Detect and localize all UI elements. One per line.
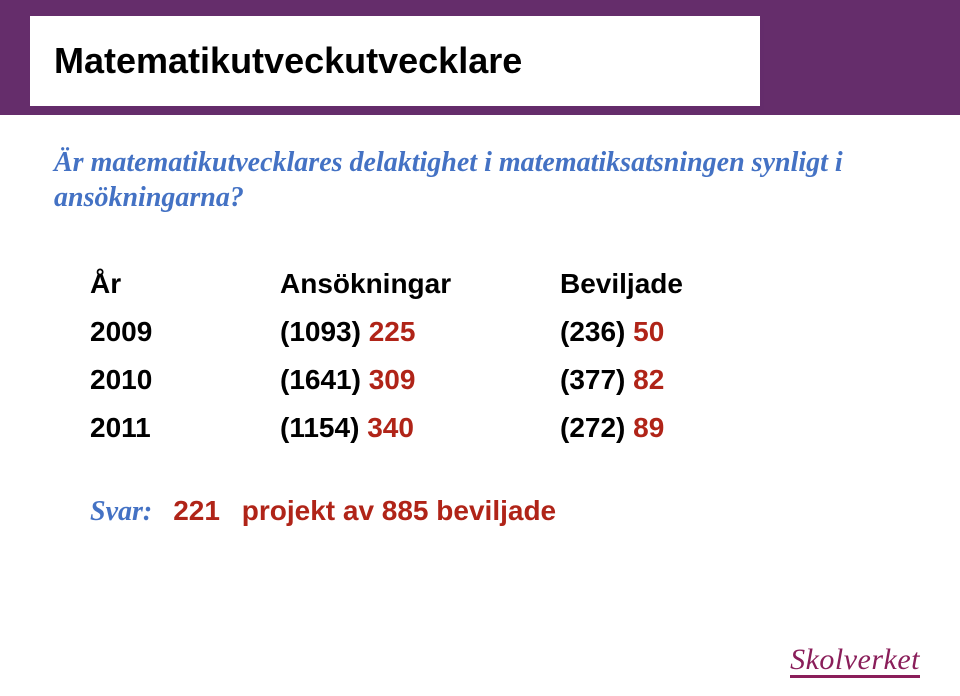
answer-line: Svar: 221 projekt av 885 beviljade — [90, 495, 556, 528]
logo-text: Skolverket — [790, 643, 920, 676]
table-header-granted: Beviljade — [560, 260, 750, 308]
cell-year: 2009 — [90, 308, 280, 356]
table-header-year: År — [90, 260, 280, 308]
apps-highlight: 225 — [369, 316, 416, 347]
cell-applications: (1093) 225 — [280, 308, 560, 356]
table-header-row: År Ansökningar Beviljade — [90, 260, 750, 308]
table-row: 2009 (1093) 225 (236) 50 — [90, 308, 750, 356]
table-header-applications: Ansökningar — [280, 260, 560, 308]
granted-highlight: 50 — [633, 316, 664, 347]
table-row: 2010 (1641) 309 (377) 82 — [90, 356, 750, 404]
answer-label: Svar: — [90, 496, 152, 527]
granted-paren: (236) — [560, 316, 625, 347]
apps-highlight: 309 — [369, 364, 416, 395]
slide-title: Matematikutveckutvecklare — [54, 40, 740, 82]
apps-paren: (1154) — [280, 412, 359, 443]
apps-highlight: 340 — [367, 412, 414, 443]
cell-granted: (377) 82 — [560, 356, 750, 404]
granted-paren: (377) — [560, 364, 625, 395]
cell-applications: (1641) 309 — [280, 356, 560, 404]
apps-paren: (1093) — [280, 316, 361, 347]
granted-highlight: 82 — [633, 364, 664, 395]
apps-paren: (1641) — [280, 364, 361, 395]
data-table: År Ansökningar Beviljade 2009 (1093) 225… — [90, 260, 750, 452]
skolverket-logo: Skolverket — [790, 643, 920, 678]
cell-year: 2011 — [90, 404, 280, 452]
question-text: Är matematikutvecklares delaktighet i ma… — [54, 145, 900, 215]
answer-number: 221 — [173, 495, 220, 526]
answer-suffix: projekt av 885 beviljade — [242, 495, 556, 526]
title-box: Matematikutveckutvecklare — [30, 16, 760, 106]
table-row: 2011 (1154) 340 (272) 89 — [90, 404, 750, 452]
cell-granted: (272) 89 — [560, 404, 750, 452]
cell-granted: (236) 50 — [560, 308, 750, 356]
granted-paren: (272) — [560, 412, 625, 443]
cell-applications: (1154) 340 — [280, 404, 560, 452]
granted-highlight: 89 — [633, 412, 664, 443]
cell-year: 2010 — [90, 356, 280, 404]
